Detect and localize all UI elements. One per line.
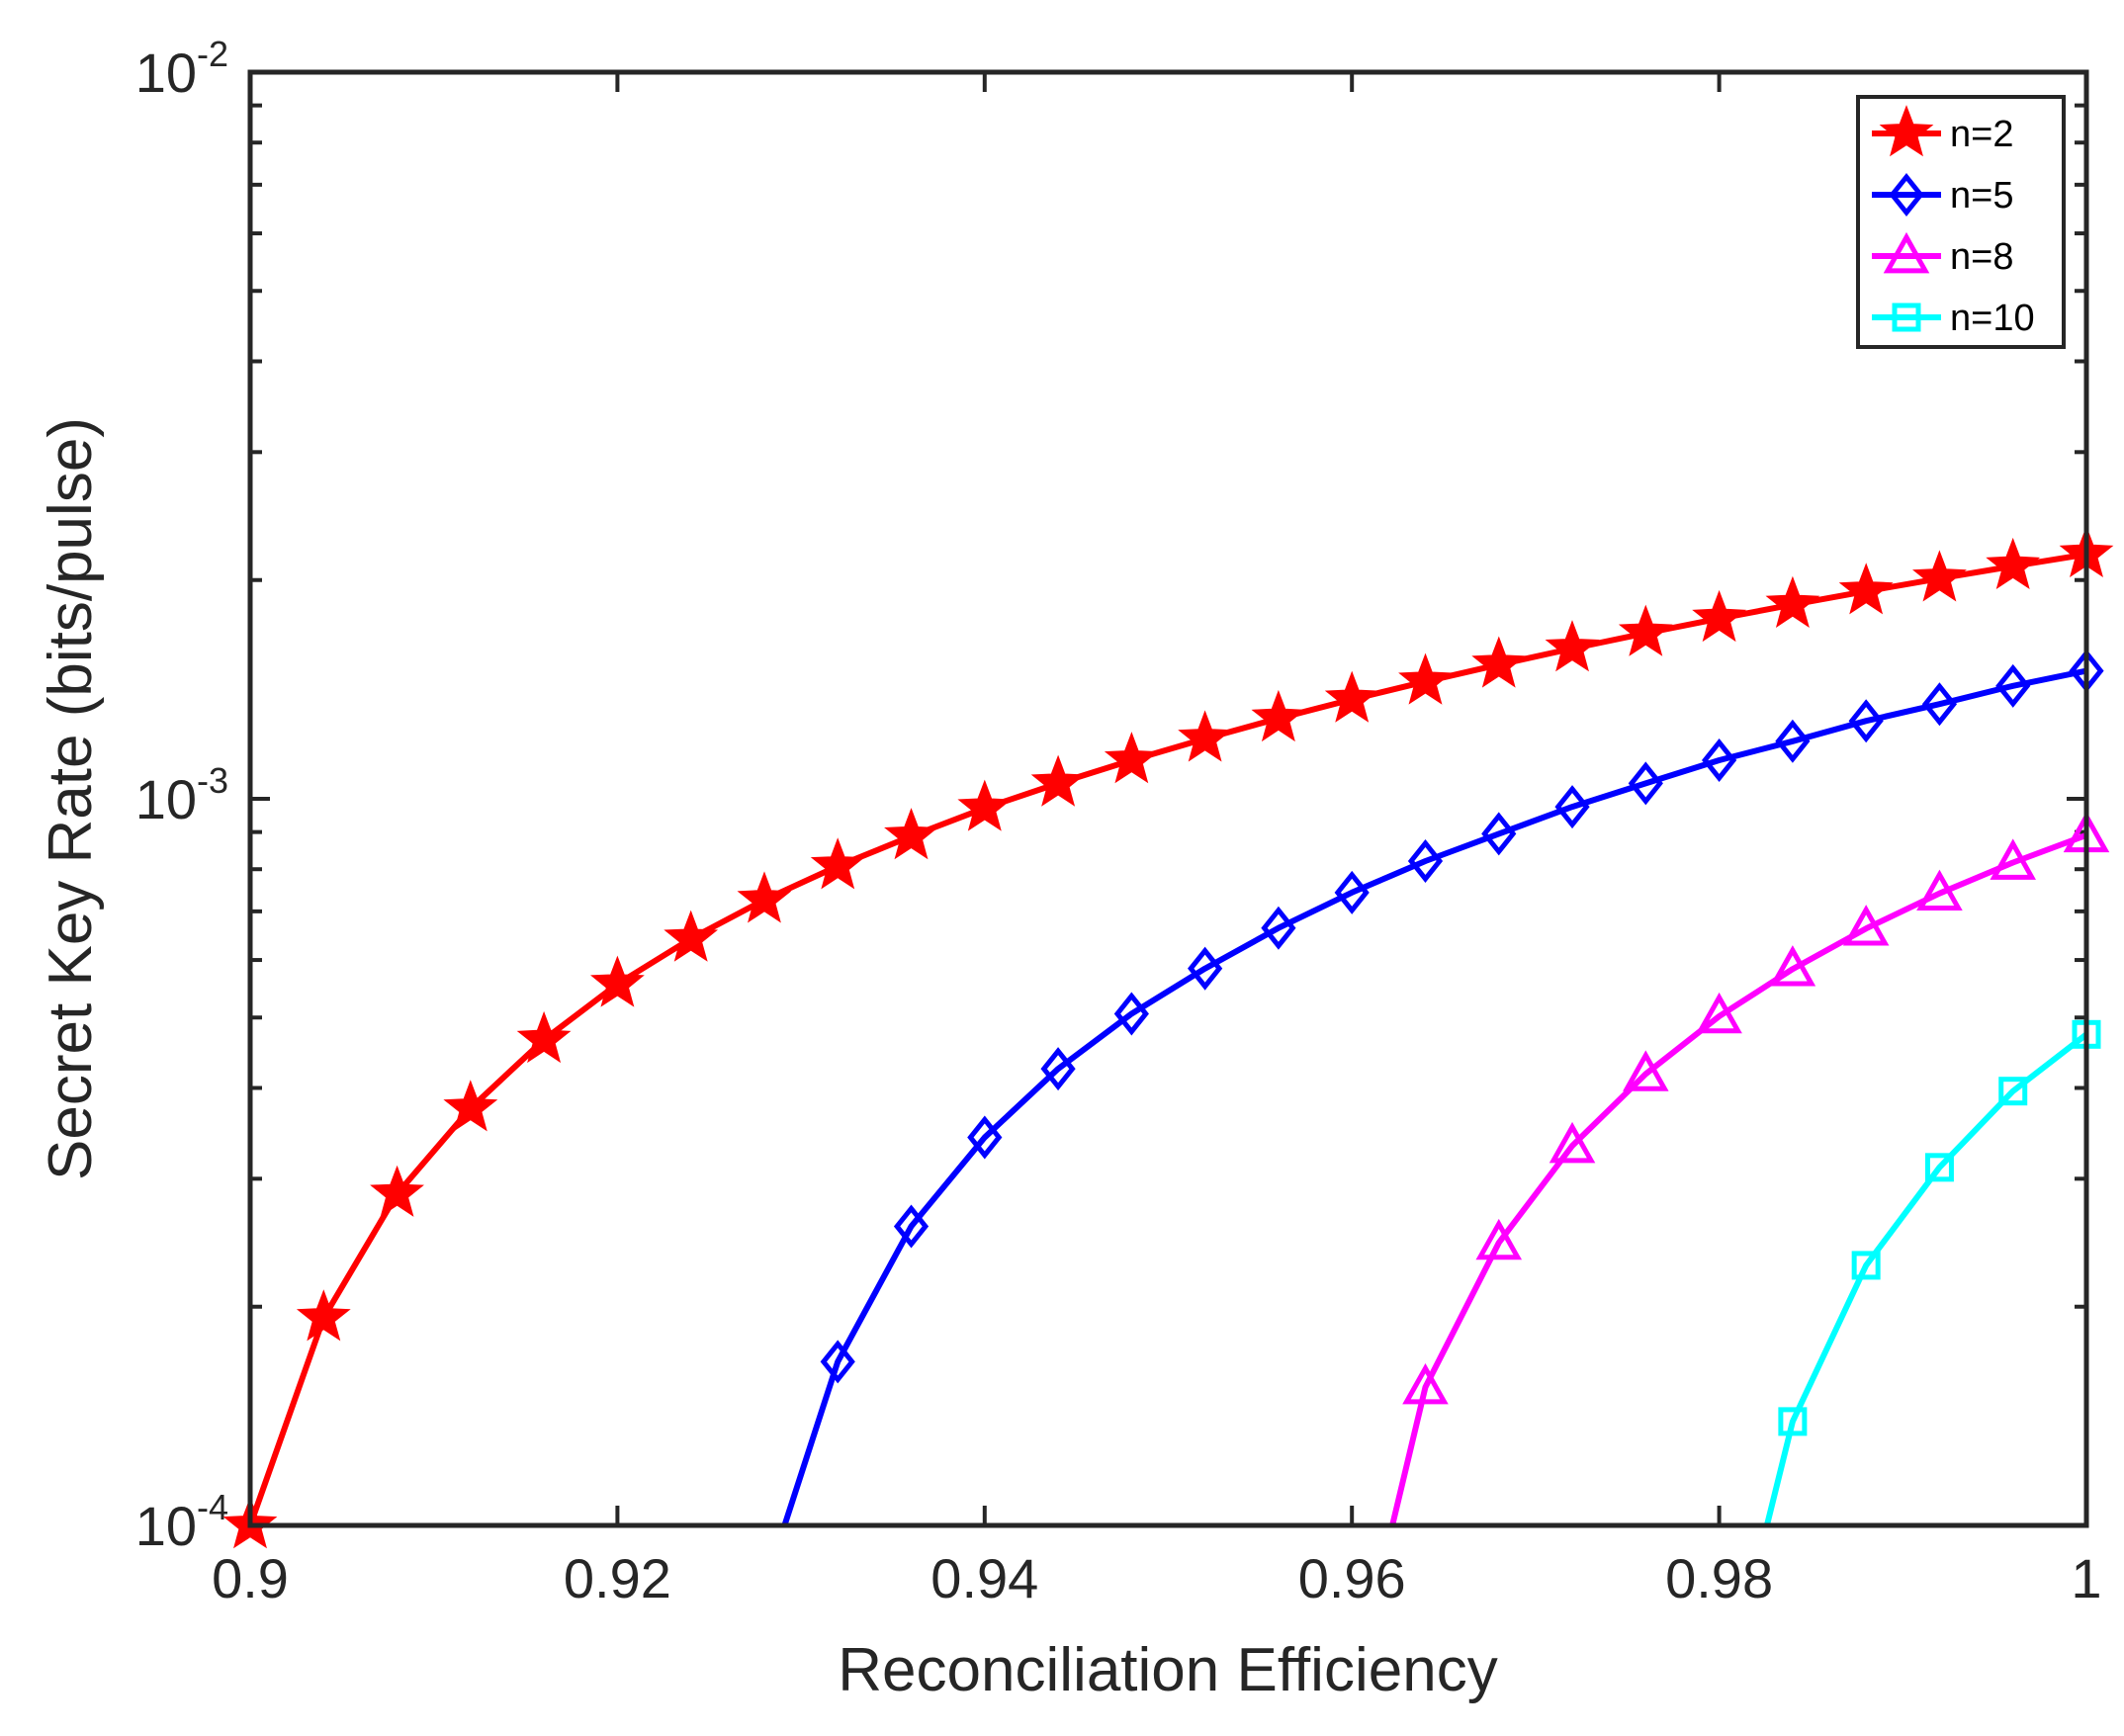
- data-point: [1030, 754, 1086, 807]
- data-point: [1775, 719, 1811, 763]
- data-point: [1990, 838, 2036, 880]
- data-point: [296, 1289, 351, 1342]
- data-point: [1407, 838, 1444, 883]
- data-point: [1188, 946, 1223, 991]
- y-tick-exponent: -2: [197, 34, 228, 74]
- data-point: [1623, 1050, 1669, 1091]
- data-point: [1921, 682, 1958, 727]
- legend-marker: [1883, 231, 1930, 274]
- x-tick-label: 1: [2071, 1547, 2101, 1609]
- legend-label: n=10: [1950, 298, 2035, 339]
- data-point: [1765, 575, 1820, 629]
- x-tick-label: 0.92: [564, 1547, 671, 1609]
- series-line: [781, 667, 2086, 1525]
- legend-marker: [1879, 105, 1934, 157]
- y-tick-label: 10-4: [135, 1487, 228, 1557]
- series-line: [1389, 831, 2086, 1525]
- data-point: [1251, 689, 1306, 742]
- data-point: [1701, 738, 1737, 782]
- series-n=5: [781, 649, 2104, 1525]
- data-point: [1398, 652, 1453, 705]
- data-point: [370, 1165, 424, 1217]
- data-point: [820, 1340, 855, 1384]
- y-tick-base: 10: [135, 1495, 197, 1557]
- data-point: [1986, 537, 2041, 589]
- x-tick-label: 0.96: [1298, 1547, 1406, 1609]
- data-point: [1916, 869, 1963, 911]
- series-n=8: [1389, 811, 2110, 1525]
- data-point: [1838, 563, 1894, 615]
- data-point: [1912, 550, 1967, 602]
- y-tick-exponent: -4: [197, 1487, 228, 1527]
- legend-entry: n=5: [1872, 172, 2013, 217]
- legend: n=2 n=5 n=8 n=10: [1856, 95, 2066, 349]
- data-point: [1554, 785, 1590, 829]
- x-tick-label: 0.94: [930, 1547, 1038, 1609]
- x-axis-title: Reconciliation Efficiency: [838, 1636, 1497, 1704]
- x-tick-label: 0.98: [1665, 1547, 1773, 1609]
- axis-labels: Reconciliation Efficiency Secret Key Rat…: [37, 417, 1498, 1704]
- legend-entry: n=2: [1872, 105, 2013, 157]
- y-tick-exponent: -3: [197, 760, 228, 801]
- legend-marker: [1889, 172, 1924, 217]
- data-point: [1261, 906, 1296, 950]
- legend-marker: [1892, 303, 1921, 332]
- data-point: [810, 837, 865, 890]
- data-point: [1324, 670, 1379, 723]
- data-point: [1995, 663, 2031, 708]
- data-point: [957, 779, 1013, 831]
- data-point: [884, 808, 938, 860]
- data-point: [893, 1204, 929, 1249]
- data-point: [1769, 945, 1816, 987]
- legend-entry: n=8: [1872, 231, 2013, 278]
- legend-label: n=2: [1950, 114, 2013, 155]
- data-point: [1549, 1121, 1596, 1164]
- plot-frame: [247, 69, 2089, 1528]
- data-point: [590, 955, 645, 1007]
- legend-entry: n=10: [1872, 298, 2035, 339]
- data-point: [1778, 1407, 1808, 1436]
- data-point: [737, 871, 792, 923]
- series-n=10: [1763, 1019, 2101, 1525]
- data-point: [1334, 870, 1370, 914]
- data-point: [1696, 992, 1742, 1034]
- data-series: [222, 525, 2114, 1549]
- data-point: [1628, 761, 1663, 806]
- data-point: [1848, 699, 1884, 743]
- data-point: [1475, 1218, 1523, 1260]
- legend-label: n=5: [1950, 175, 2013, 217]
- data-point: [1104, 732, 1159, 784]
- data-point: [1998, 1077, 2028, 1106]
- data-point: [1842, 905, 1890, 946]
- data-point: [967, 1115, 1003, 1160]
- y-tick-label: 10-3: [135, 760, 228, 830]
- data-point: [1113, 992, 1149, 1036]
- data-point: [1545, 620, 1600, 672]
- data-point: [1178, 710, 1233, 762]
- y-tick-label: 10-2: [135, 34, 228, 104]
- data-point: [1618, 604, 1673, 656]
- data-point: [1851, 1251, 1881, 1280]
- legend-box: [1856, 95, 2066, 349]
- data-point: [664, 910, 719, 962]
- y-tick-base: 10: [135, 768, 197, 830]
- data-point: [1040, 1047, 1076, 1091]
- data-point: [1924, 1153, 1954, 1182]
- data-point: [1471, 636, 1527, 688]
- legend-label: n=8: [1950, 236, 2013, 278]
- data-point: [516, 1010, 572, 1064]
- data-point: [443, 1080, 498, 1132]
- data-point: [1692, 589, 1746, 643]
- data-point: [1481, 812, 1517, 856]
- series-n=2: [222, 525, 2114, 1549]
- y-tick-base: 10: [135, 42, 197, 104]
- y-axis-title: Secret Key Rate (bits/pulse): [37, 417, 105, 1180]
- tick-marks: 0.9 0.92 0.94 0.96 0.98 110-410-310-2: [135, 34, 2102, 1609]
- x-tick-label: 0.9: [212, 1547, 289, 1609]
- data-point: [1402, 1363, 1449, 1405]
